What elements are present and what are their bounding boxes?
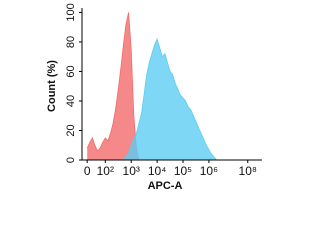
x-tick-label: 10³: [123, 164, 140, 178]
y-axis-label: Count (%): [46, 60, 58, 112]
y-tick-label: 100: [65, 3, 77, 21]
y-tick-label: 0: [65, 157, 77, 163]
y-tick-label: 40: [65, 95, 77, 107]
x-tick-label: 10⁵: [174, 164, 192, 178]
x-tick-label: 10⁸: [239, 164, 257, 178]
x-tick-label: 10²: [97, 164, 114, 178]
x-tick-label: 0: [84, 164, 91, 178]
x-axis-label: APC-A: [148, 180, 183, 192]
x-tick-label: 10⁴: [148, 164, 167, 178]
x-tick-label: 10⁶: [200, 164, 218, 178]
chart: Count (%) APC-A 0 20 40 60 80 100 0 10² 10³ 10⁴ 10…: [46, 3, 262, 192]
area-fill: [87, 39, 217, 160]
y-tick-label: 80: [65, 36, 77, 48]
y-tick-label: 60: [65, 65, 77, 77]
y-tick-label: 20: [65, 124, 77, 136]
area-fill: [87, 12, 217, 161]
